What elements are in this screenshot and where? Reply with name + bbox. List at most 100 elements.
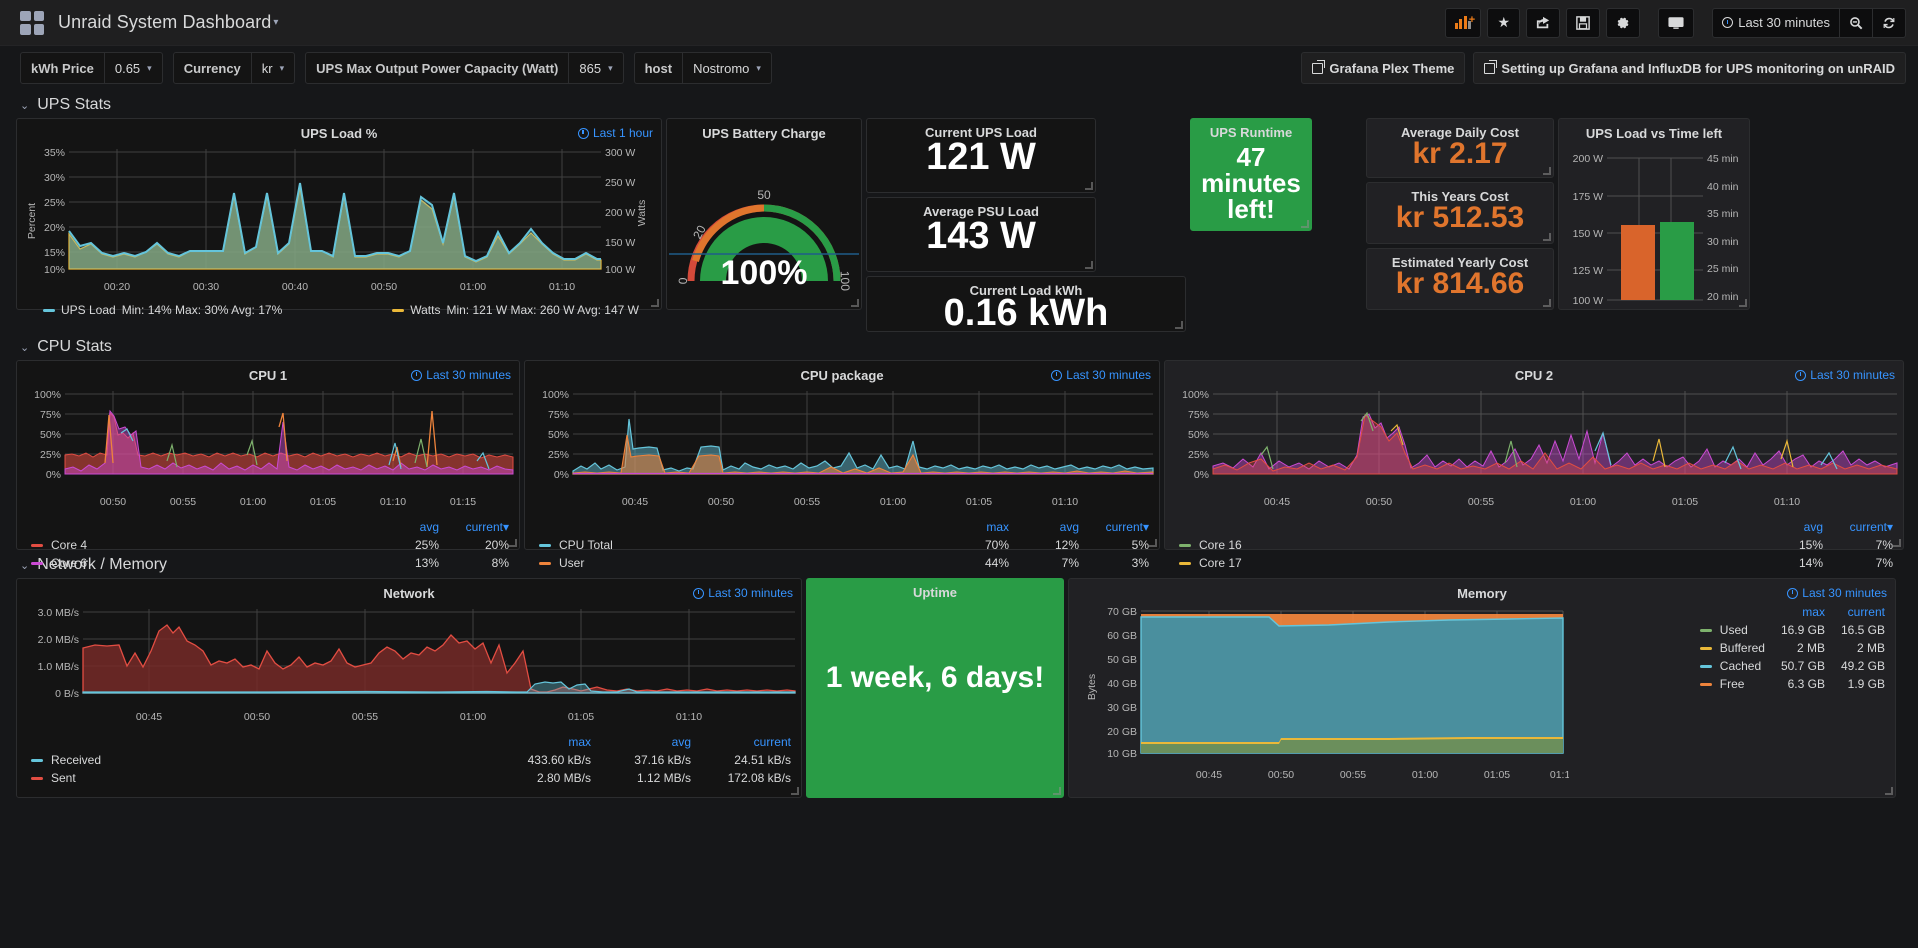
- legend-row[interactable]: Buffered 2 MB 2 MB: [1699, 639, 1885, 657]
- legend-col-current[interactable]: current: [1847, 605, 1885, 619]
- legend-series-used[interactable]: Used: [1699, 621, 1765, 639]
- panel-resize-handle[interactable]: [1885, 787, 1893, 795]
- panel-uptime[interactable]: Uptime 1 week, 6 days!: [806, 578, 1064, 798]
- legend-row[interactable]: Free 6.3 GB 1.9 GB: [1699, 675, 1885, 693]
- panel-resize-handle[interactable]: [1543, 233, 1551, 241]
- panel-time-range[interactable]: Last 30 minutes: [693, 586, 793, 600]
- panel-resize-handle[interactable]: [1301, 220, 1309, 228]
- legend-col-current[interactable]: current: [753, 735, 791, 749]
- legend-series-cpu-total[interactable]: CPU Total: [539, 536, 939, 554]
- legend-series-buffered[interactable]: Buffered: [1699, 639, 1765, 657]
- panel-current-ups-load[interactable]: Current UPS Load 121 W: [866, 118, 1096, 193]
- legend-series-core16[interactable]: Core 16: [1179, 536, 1753, 554]
- variable-value[interactable]: 0.65 ▾: [103, 53, 162, 83]
- dashboard-grid-icon[interactable]: [20, 10, 44, 35]
- panel-cpu-package[interactable]: CPU package Last 30 minutes 100% 75% 50% 2…: [524, 360, 1160, 570]
- legend-series-cached[interactable]: Cached: [1699, 657, 1765, 675]
- legend-row[interactable]: Core 6 13% 8%: [31, 554, 509, 572]
- variable-value[interactable]: Nostromo ▾: [682, 53, 771, 83]
- panel-resize-handle[interactable]: [1893, 539, 1901, 547]
- panel-cpu-2[interactable]: CPU 2 Last 30 minutes 100% 75% 50% 25% 0%: [1164, 360, 1904, 570]
- panel-time-range[interactable]: Last 1 hour: [577, 126, 653, 140]
- panel-ups-load[interactable]: UPS Load % Last 1 hour 35% 30% 25% 20% 15% 1…: [16, 118, 662, 317]
- save-dashboard-button[interactable]: [1566, 7, 1601, 38]
- dashboard-title-menu[interactable]: Unraid System Dashboard ▾: [58, 12, 278, 33]
- time-range-picker[interactable]: Last 30 minutes: [1712, 7, 1840, 38]
- tv-mode-button[interactable]: [1658, 7, 1695, 38]
- variable-kwh-price[interactable]: kWh Price 0.65 ▾: [20, 52, 163, 84]
- panel-resize-handle[interactable]: [651, 299, 659, 307]
- refresh-button[interactable]: [1873, 7, 1906, 38]
- panel-ups-battery-charge[interactable]: UPS Battery Charge 50 20 0 100 100%: [666, 118, 862, 310]
- legend-row[interactable]: Received 433.60 kB/s 37.16 kB/s 24.51 kB…: [31, 751, 791, 769]
- panel-average-daily-cost[interactable]: Average Daily Cost kr 2.17: [1366, 118, 1554, 178]
- legend-col-max[interactable]: max: [986, 520, 1009, 534]
- legend-row[interactable]: Core 17 14% 7%: [1179, 554, 1893, 572]
- panel-resize-handle[interactable]: [1739, 299, 1747, 307]
- legend-col-avg[interactable]: avg: [1803, 520, 1823, 534]
- panel-time-range[interactable]: Last 30 minutes: [411, 368, 511, 382]
- variable-currency[interactable]: Currency kr ▾: [172, 52, 296, 84]
- legend-item-ups-load[interactable]: UPS Load Min: 14% Max: 30% Avg: 17%: [43, 303, 282, 317]
- legend-col-current[interactable]: current▾: [1105, 520, 1149, 534]
- legend-col-avg[interactable]: avg: [419, 520, 439, 534]
- legend-col-avg[interactable]: avg: [671, 735, 691, 749]
- legend-series-user[interactable]: User: [539, 554, 939, 572]
- dashboard-link-ups-monitoring-guide[interactable]: Setting up Grafana and InfluxDB for UPS …: [1473, 52, 1906, 84]
- panel-average-psu-load[interactable]: Average PSU Load 143 W: [866, 197, 1096, 272]
- legend-col-current[interactable]: current▾: [1849, 520, 1893, 534]
- row-header-network-memory[interactable]: ⌄ Network / Memory: [0, 550, 1918, 578]
- panel-resize-handle[interactable]: [851, 299, 859, 307]
- star-button[interactable]: ★: [1487, 7, 1521, 38]
- add-panel-button[interactable]: +: [1444, 7, 1482, 38]
- zoom-out-time-button[interactable]: [1840, 7, 1873, 38]
- panel-resize-handle[interactable]: [1175, 321, 1183, 329]
- panel-network[interactable]: Network Last 30 minutes 3.0 MB/s 2.0 MB/s…: [16, 578, 802, 798]
- legend-series-core17[interactable]: Core 17: [1179, 554, 1753, 572]
- dashboard-link-grafana-plex-theme[interactable]: Grafana Plex Theme: [1301, 52, 1466, 84]
- variable-ups-max-output[interactable]: UPS Max Output Power Capacity (Watt) 865…: [305, 52, 624, 84]
- panel-time-range[interactable]: Last 30 minutes: [1787, 586, 1887, 600]
- legend-col-avg[interactable]: avg: [1059, 520, 1079, 534]
- legend-series-free[interactable]: Free: [1699, 675, 1765, 693]
- row-header-cpu-stats[interactable]: ⌄ CPU Stats: [0, 332, 1918, 360]
- legend-col-max[interactable]: max: [568, 735, 591, 749]
- legend-row[interactable]: Sent 2.80 MB/s 1.12 MB/s 172.08 kB/s: [31, 769, 791, 787]
- row-header-ups-stats[interactable]: ⌄ UPS Stats: [0, 90, 1918, 118]
- panel-this-years-cost[interactable]: This Years Cost kr 512.53: [1366, 182, 1554, 244]
- panel-time-range[interactable]: Last 30 minutes: [1795, 368, 1895, 382]
- variable-value[interactable]: kr ▾: [250, 53, 294, 83]
- share-button[interactable]: [1526, 7, 1561, 38]
- legend-col-max[interactable]: max: [1802, 605, 1825, 619]
- panel-ups-load-vs-time-left[interactable]: UPS Load vs Time left 200 W 175 W 150 W 12…: [1558, 118, 1750, 318]
- panel-resize-handle[interactable]: [1149, 539, 1157, 547]
- panel-current-load-kwh[interactable]: Current Load kWh 0.16 kWh: [866, 276, 1186, 333]
- panel-estimated-yearly-cost[interactable]: Estimated Yearly Cost kr 814.66: [1366, 248, 1554, 310]
- panel-resize-handle[interactable]: [1085, 261, 1093, 269]
- panel-resize-handle[interactable]: [791, 787, 799, 795]
- legend-col-current[interactable]: current▾: [465, 520, 509, 534]
- variable-host[interactable]: host Nostromo ▾: [633, 52, 772, 84]
- panel-ups-runtime[interactable]: UPS Runtime 47 minutes left!: [1190, 118, 1312, 231]
- legend-row[interactable]: Used 16.9 GB 16.5 GB: [1699, 621, 1885, 639]
- legend-row[interactable]: User 44% 7% 3%: [539, 554, 1149, 572]
- panel-resize-handle[interactable]: [1085, 182, 1093, 190]
- panel-time-range[interactable]: Last 30 minutes: [1051, 368, 1151, 382]
- panel-memory[interactable]: Memory Last 30 minutes 70 GB 60 GB 50 GB 4…: [1068, 578, 1896, 798]
- legend-series-sent[interactable]: Sent: [31, 769, 491, 787]
- legend-row[interactable]: CPU Total 70% 12% 5%: [539, 536, 1149, 554]
- legend-series-core6[interactable]: Core 6: [31, 554, 369, 572]
- panel-resize-handle[interactable]: [1053, 787, 1061, 795]
- dashboard-settings-button[interactable]: [1606, 7, 1641, 38]
- legend-row[interactable]: Core 16 15% 7%: [1179, 536, 1893, 554]
- panel-resize-handle[interactable]: [509, 539, 517, 547]
- panel-cpu-1[interactable]: CPU 1 Last 30 minutes 100% 75% 50% 25% 0%: [16, 360, 520, 570]
- panel-resize-handle[interactable]: [1543, 167, 1551, 175]
- legend-row[interactable]: Cached 50.7 GB 49.2 GB: [1699, 657, 1885, 675]
- legend-series-core4[interactable]: Core 4: [31, 536, 369, 554]
- panel-resize-handle[interactable]: [1543, 299, 1551, 307]
- legend-row[interactable]: Core 4 25% 20%: [31, 536, 509, 554]
- variable-value[interactable]: 865 ▾: [568, 53, 622, 83]
- legend-item-watts[interactable]: Watts Min: 121 W Max: 260 W Avg: 147 W: [392, 303, 639, 317]
- legend-series-received[interactable]: Received: [31, 751, 491, 769]
